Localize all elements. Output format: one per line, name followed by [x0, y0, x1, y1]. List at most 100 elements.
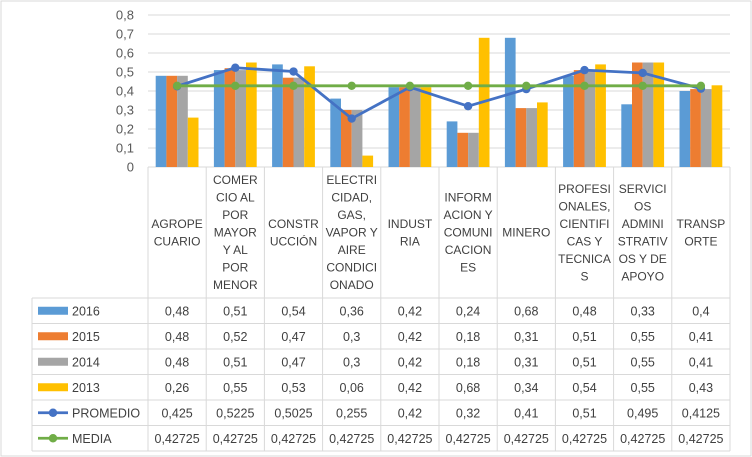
bar-2014 — [177, 75, 188, 167]
data-cell: 0,68 — [456, 381, 480, 395]
data-cell: 0,18 — [456, 355, 480, 369]
data-cell: 0,42725 — [620, 432, 665, 446]
bar-2015 — [632, 62, 643, 167]
data-cell: 0,42 — [398, 406, 422, 420]
category-label: S — [580, 269, 588, 283]
y-tick-label: 0,4 — [116, 84, 134, 99]
data-cell: 0,51 — [572, 355, 596, 369]
data-cell: 0,48 — [165, 355, 189, 369]
data-cell: 0,43 — [689, 381, 713, 395]
bar-2015 — [341, 110, 352, 167]
data-cell: 0,24 — [456, 304, 480, 318]
category-label: OS — [634, 199, 651, 213]
marker-media — [638, 81, 647, 91]
marker-media — [172, 81, 182, 91]
data-cell: 0,42 — [398, 355, 422, 369]
data-cell: 0,33 — [631, 304, 655, 318]
bar-2013 — [653, 62, 665, 167]
legend-key-2014 — [38, 357, 68, 366]
data-cell: 0,42725 — [329, 432, 374, 446]
data-cell: 0,32 — [456, 406, 480, 420]
legend-key-marker — [48, 434, 58, 443]
bar-2013 — [595, 64, 606, 167]
marker-media — [696, 81, 706, 91]
bar-2014 — [235, 70, 246, 167]
category-label: AIRE — [338, 243, 366, 257]
y-tick-label: 0,5 — [116, 65, 134, 80]
category-label: ONADO — [330, 278, 374, 292]
data-cell: 0,47 — [281, 355, 305, 369]
marker-media — [580, 81, 589, 91]
bar-2015 — [224, 68, 236, 167]
marker-media — [463, 81, 473, 91]
bar-2015 — [399, 87, 410, 167]
category-label: CUARIO — [154, 234, 201, 248]
data-cell: 0,51 — [572, 330, 596, 344]
bar-2013 — [420, 87, 432, 167]
data-cell: 0,68 — [514, 304, 538, 318]
data-cell: 0,255 — [336, 406, 367, 420]
row-label-media: MEDIA — [72, 432, 112, 446]
legend-key-2016 — [38, 306, 68, 315]
category-label: ORTE — [684, 234, 717, 248]
category-label: INDUST — [388, 217, 433, 231]
legend-key-2013 — [38, 383, 68, 392]
data-cell: 0,42725 — [271, 432, 316, 446]
category-label: MINERO — [502, 226, 550, 240]
row-label-2016: 2016 — [72, 304, 100, 318]
bar-2013 — [304, 66, 315, 167]
y-tick-label: 0,2 — [116, 122, 134, 137]
data-cell: 0,54 — [572, 381, 596, 395]
data-cell: 0,26 — [165, 381, 189, 395]
marker-media — [231, 81, 240, 91]
bar-2016 — [155, 75, 167, 167]
data-cell: 0,52 — [223, 330, 247, 344]
data-cell: 0,06 — [340, 381, 364, 395]
category-label: ES — [460, 261, 476, 275]
category-label: CIENTIFI — [560, 217, 610, 231]
data-cell: 0,42725 — [213, 432, 258, 446]
data-cell: 0,31 — [514, 355, 538, 369]
data-cell: 0,4125 — [682, 406, 720, 420]
data-cell: 0,18 — [456, 330, 480, 344]
bar-2014 — [584, 70, 596, 167]
bar-2015 — [515, 108, 527, 167]
bar-2015 — [573, 70, 585, 167]
y-tick-label: 0,1 — [116, 141, 134, 156]
category-label: ACION Y — [444, 208, 493, 222]
category-label: COMUNI — [444, 226, 493, 240]
category-label: CIO AL — [216, 191, 255, 205]
category-label: SERVICI — [619, 182, 667, 196]
bar-2014 — [700, 89, 712, 167]
marker-media — [405, 81, 415, 91]
marker-media — [522, 81, 531, 91]
bar-2016 — [679, 91, 691, 167]
line-promedio — [176, 66, 702, 120]
data-cell: 0,425 — [161, 406, 192, 420]
category-label: TRANSP — [677, 217, 726, 231]
bar-2016 — [621, 104, 632, 167]
data-cell: 0,42725 — [387, 432, 432, 446]
category-label: AGROPE — [151, 217, 202, 231]
bar-2014 — [526, 108, 537, 167]
marker-promedio — [347, 114, 356, 123]
data-cell: 0,51 — [223, 355, 247, 369]
bar-2016 — [213, 70, 225, 167]
category-label: CONSTR — [268, 217, 319, 231]
data-cell: 0,42725 — [678, 432, 723, 446]
bar-2013 — [537, 102, 548, 167]
bar-2014 — [642, 62, 654, 167]
category-label: INFORM — [444, 191, 491, 205]
data-cell: 0,34 — [514, 381, 538, 395]
y-tick-label: 0,8 — [116, 8, 134, 23]
category-label: COMER — [213, 173, 258, 187]
data-cell: 0,42725 — [504, 432, 549, 446]
data-cell: 0,3 — [343, 355, 360, 369]
bar-2013 — [246, 62, 257, 167]
data-cell: 0,4 — [692, 304, 709, 318]
row-label-2015: 2015 — [72, 330, 100, 344]
category-label: ELECTRI — [326, 173, 377, 187]
marker-promedio — [638, 68, 647, 78]
bar-2016 — [563, 75, 574, 167]
